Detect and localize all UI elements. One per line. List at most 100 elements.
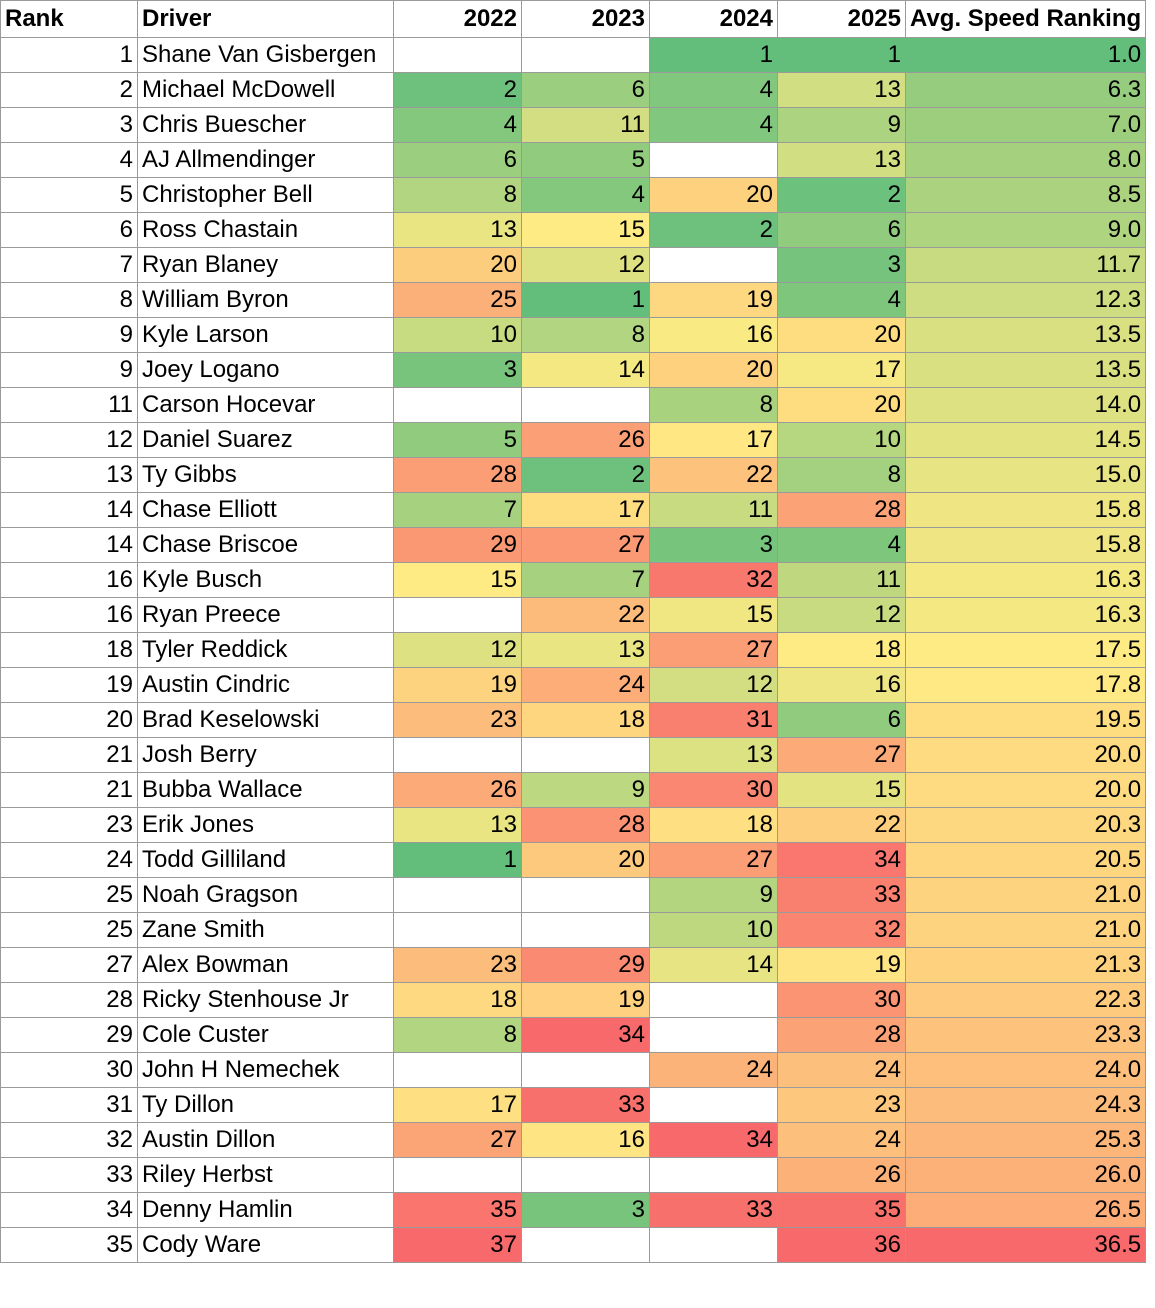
rank-cell: 23: [0, 807, 138, 843]
value-2023-cell: 24: [521, 667, 650, 703]
driver-cell: Joey Logano: [137, 352, 394, 388]
table-row: 7 Ryan Blaney 20 12 3 11.7: [0, 247, 1147, 283]
value-2024-cell: 16: [649, 317, 778, 353]
value-2024-cell: [649, 1017, 778, 1053]
value-2022-cell: 23: [393, 702, 522, 738]
header-avg-speed-ranking: Avg. Speed Ranking: [904, 0, 1147, 38]
avg-speed-cell: 16.3: [904, 597, 1147, 633]
value-2023-cell: 16: [521, 1122, 650, 1158]
value-2022-cell: [393, 37, 522, 73]
driver-cell: Austin Cindric: [137, 667, 394, 703]
value-2025-cell: 35: [777, 1192, 906, 1228]
rank-cell: 3: [0, 107, 138, 143]
table-row: 28 Ricky Stenhouse Jr 18 19 30 22.3: [0, 982, 1147, 1018]
driver-cell: Ty Dillon: [137, 1087, 394, 1123]
avg-speed-cell: 20.3: [904, 807, 1147, 843]
rank-cell: 2: [0, 72, 138, 108]
driver-cell: Cody Ware: [137, 1227, 394, 1263]
value-2025-cell: 24: [777, 1122, 906, 1158]
rank-cell: 13: [0, 457, 138, 493]
table-row: 14 Chase Elliott 7 17 11 28 15.8: [0, 492, 1147, 528]
value-2025-cell: 32: [777, 912, 906, 948]
value-2022-cell: 26: [393, 772, 522, 808]
value-2023-cell: 29: [521, 947, 650, 983]
value-2024-cell: 4: [649, 72, 778, 108]
value-2022-cell: 1: [393, 842, 522, 878]
value-2025-cell: 19: [777, 947, 906, 983]
value-2022-cell: 13: [393, 212, 522, 248]
value-2025-cell: 34: [777, 842, 906, 878]
value-2025-cell: 28: [777, 492, 906, 528]
value-2022-cell: 13: [393, 807, 522, 843]
rank-cell: 12: [0, 422, 138, 458]
driver-cell: Alex Bowman: [137, 947, 394, 983]
value-2025-cell: 36: [777, 1227, 906, 1263]
value-2025-cell: 33: [777, 877, 906, 913]
value-2022-cell: 19: [393, 667, 522, 703]
avg-speed-cell: 21.3: [904, 947, 1147, 983]
value-2022-cell: 37: [393, 1227, 522, 1263]
value-2024-cell: 12: [649, 667, 778, 703]
value-2024-cell: 17: [649, 422, 778, 458]
value-2024-cell: 19: [649, 282, 778, 318]
table-row: 5 Christopher Bell 8 4 20 2 8.5: [0, 177, 1147, 213]
driver-cell: Carson Hocevar: [137, 387, 394, 423]
value-2025-cell: 30: [777, 982, 906, 1018]
driver-cell: Cole Custer: [137, 1017, 394, 1053]
value-2022-cell: [393, 877, 522, 913]
avg-speed-cell: 6.3: [904, 72, 1147, 108]
value-2023-cell: [521, 387, 650, 423]
value-2023-cell: [521, 877, 650, 913]
value-2025-cell: 11: [777, 562, 906, 598]
table-row: 30 John H Nemechek 24 24 24.0: [0, 1052, 1147, 1088]
value-2022-cell: 6: [393, 142, 522, 178]
rank-cell: 32: [0, 1122, 138, 1158]
table-row: 13 Ty Gibbs 28 2 22 8 15.0: [0, 457, 1147, 493]
driver-cell: Austin Dillon: [137, 1122, 394, 1158]
value-2023-cell: 2: [521, 457, 650, 493]
rank-cell: 19: [0, 667, 138, 703]
value-2023-cell: 11: [521, 107, 650, 143]
value-2023-cell: 20: [521, 842, 650, 878]
rank-cell: 14: [0, 492, 138, 528]
value-2024-cell: 31: [649, 702, 778, 738]
value-2022-cell: 35: [393, 1192, 522, 1228]
value-2025-cell: 8: [777, 457, 906, 493]
rank-cell: 16: [0, 597, 138, 633]
value-2024-cell: 13: [649, 737, 778, 773]
driver-cell: Brad Keselowski: [137, 702, 394, 738]
value-2025-cell: 26: [777, 1157, 906, 1193]
rank-cell: 29: [0, 1017, 138, 1053]
table-row: 35 Cody Ware 37 36 36.5: [0, 1227, 1147, 1263]
rank-cell: 14: [0, 527, 138, 563]
table-row: 32 Austin Dillon 27 16 34 24 25.3: [0, 1122, 1147, 1158]
header-2023: 2023: [521, 0, 650, 38]
table-row: 3 Chris Buescher 4 11 4 9 7.0: [0, 107, 1147, 143]
value-2024-cell: 32: [649, 562, 778, 598]
avg-speed-cell: 26.5: [904, 1192, 1147, 1228]
table-row: 1 Shane Van Gisbergen 1 1 1.0: [0, 37, 1147, 73]
rank-cell: 30: [0, 1052, 138, 1088]
value-2022-cell: 27: [393, 1122, 522, 1158]
value-2023-cell: 4: [521, 177, 650, 213]
value-2022-cell: 23: [393, 947, 522, 983]
avg-speed-cell: 13.5: [904, 317, 1147, 353]
rank-cell: 9: [0, 317, 138, 353]
value-2023-cell: [521, 1227, 650, 1263]
value-2025-cell: 17: [777, 352, 906, 388]
value-2024-cell: [649, 1087, 778, 1123]
value-2025-cell: 6: [777, 702, 906, 738]
header-2022: 2022: [393, 0, 522, 38]
driver-cell: Tyler Reddick: [137, 632, 394, 668]
table-row: 6 Ross Chastain 13 15 2 6 9.0: [0, 212, 1147, 248]
value-2025-cell: 10: [777, 422, 906, 458]
header-2025: 2025: [777, 0, 906, 38]
driver-cell: Ty Gibbs: [137, 457, 394, 493]
value-2023-cell: [521, 1052, 650, 1088]
value-2022-cell: 2: [393, 72, 522, 108]
value-2022-cell: [393, 912, 522, 948]
value-2025-cell: 20: [777, 317, 906, 353]
value-2024-cell: 22: [649, 457, 778, 493]
table-row: 34 Denny Hamlin 35 3 33 35 26.5: [0, 1192, 1147, 1228]
